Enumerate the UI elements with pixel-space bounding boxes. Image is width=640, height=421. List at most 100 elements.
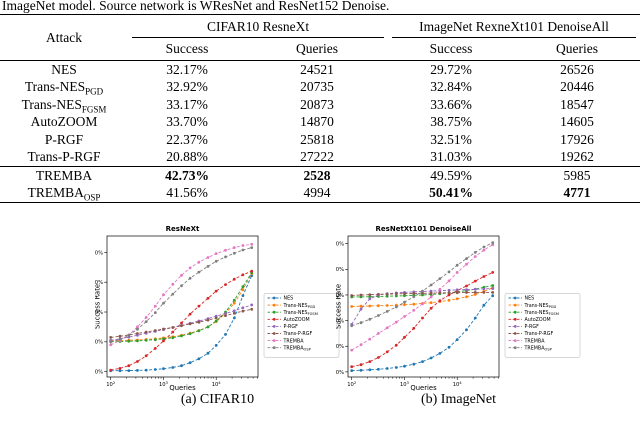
series-trans-p-rgf [109,307,254,339]
svg-text:102: 102 [106,380,116,388]
group-header-cifar10-label: CIFAR10 ResneXt [206,18,310,34]
value-cell: 33.17% [166,96,208,112]
svg-text:103: 103 [400,380,410,388]
chart-title: ResNetXt101 DenoiseAll [376,225,472,233]
svg-text:40%: 40% [95,250,103,256]
y-axis-label: Success Rate [95,284,102,329]
value-cell: 42.73% [128,166,246,185]
value-cell: 32.17% [166,61,208,77]
series-trans-p-rgf [350,291,495,297]
legend-label: AutoZOOM [284,317,310,323]
legend-label: AutoZOOM [525,317,551,323]
x-axis-label: Queries [169,384,196,392]
legend-label: Trans-P-RGF [524,331,554,337]
value-cell: 50.41% [429,185,473,201]
value-cell: 32.84% [430,79,472,95]
value-cell: 33.70% [166,114,208,130]
legend-label: TREMBA [283,338,305,344]
col-header-queries-cifar10: Queries [246,38,389,61]
svg-text:20%: 20% [95,310,103,316]
attack-cell: TREMBA [0,166,128,185]
value-cell: 14605 [560,114,594,130]
value-cell: 33.66% [430,96,472,112]
y-axis-label: Success Rate [336,284,343,329]
sub-header-row: Success Queries Success Queries [0,38,640,61]
col-header-queries-imagenet: Queries [514,38,640,61]
legend-label: P-RGF [525,324,540,330]
attack-cell: TREMBAOSP [27,185,101,203]
value-cell: 26526 [560,61,594,77]
svg-text:30%: 30% [336,293,344,299]
svg-text:104: 104 [453,380,463,388]
value-cell: 32.92% [166,79,208,95]
series-autozoom [109,269,254,372]
table-row: Trans-NESPGD 32.92% 20735 32.84% 20446 [0,79,640,96]
figure-imagenet: 0% 10% 20% 30% 40% 50% 102 103 104 ResNetXt101 De… [332,222,581,394]
axes: 0% 10% 20% 30% 40% 102 103 104 [91,235,259,388]
legend-label: Trans-P-RGF [283,331,313,337]
series-trembaosp [350,241,495,328]
value-cell: 27222 [300,149,334,165]
value-cell: 19262 [560,149,594,165]
table-row: TREMBAOSP 41.56% 4994 50.41% 4771 [0,185,640,203]
svg-text:20%: 20% [336,319,344,325]
group-header-cifar10: CIFAR10 ResneXt [128,15,388,38]
table-row: Trans-NESFGSM 33.17% 20873 33.66% 18547 [0,96,640,114]
col-header-success-imagenet: Success [388,38,515,61]
axes: 0% 10% 20% 30% 40% 50% 102 103 104 [332,235,500,388]
svg-text:0%: 0% [336,370,344,376]
legend-label: NES [525,296,535,302]
svg-text:102: 102 [347,380,357,388]
value-cell: 49.59% [388,166,515,185]
legend-label: P-RGF [284,324,299,330]
figure-cifar10: 0% 10% 20% 30% 40% 102 103 104 ResNeXt Queries Suc… [91,222,340,394]
group-header-row: Attack CIFAR10 ResneXt ImageNet RexneXt1… [0,14,640,61]
svg-text:30%: 30% [95,280,103,286]
results-table: Attack CIFAR10 ResneXt ImageNet RexneXt1… [0,14,640,203]
table-row: TREMBA 42.73% 2528 49.59% 5985 [0,166,640,185]
value-cell: 25818 [300,131,334,147]
attack-cell: Trans-NESFGSM [21,96,107,115]
legend: NESTrans-NESPGDTrans-NESFGSMAutoZOOMP-RG… [504,293,581,358]
legend: NESTrans-NESPGDTrans-NESFGSMAutoZOOMP-RG… [263,293,340,358]
value-cell: 24521 [300,61,334,77]
value-cell: 20735 [300,79,334,95]
legend-label: TREMBAOSP [283,345,312,351]
x-axis-label: Queries [410,384,437,392]
table-caption-line: ImageNet model. Source network is WResNe… [2,0,390,13]
figure-caption-b: (b) ImageNet [420,392,497,407]
imagenet-chart: 0% 10% 20% 30% 40% 50% 102 103 104 ResNetXt101 De… [332,225,581,392]
attack-cell: P-RGF [44,131,84,147]
value-cell: 20.88% [166,149,208,165]
series-autozoom [350,271,495,369]
value-cell: 20446 [560,79,594,95]
legend-label: Trans-NESPGD [524,303,557,309]
value-cell: 4994 [303,185,331,201]
cifar10-midrule [132,37,385,38]
svg-text:103: 103 [159,380,169,388]
svg-text:10%: 10% [336,344,344,350]
value-cell: 38.75% [430,114,472,130]
value-cell: 32.51% [430,131,472,147]
figure-caption-a: (a) CIFAR10 [180,392,255,407]
legend-label: TREMBAOSP [524,345,553,351]
value-cell: 17926 [560,131,594,147]
series-trans-nesfgsm [109,271,254,344]
series-tremba [350,243,495,352]
value-cell: 18547 [560,96,594,112]
legend-label: TREMBA [524,338,546,344]
value-cell: 2528 [246,166,389,185]
value-cell: 4771 [563,185,591,201]
svg-text:40%: 40% [336,267,344,273]
svg-text:0%: 0% [95,370,103,376]
value-cell: 20873 [300,96,334,112]
col-header-success-cifar10: Success [128,38,246,61]
legend-label: Trans-NESFGSM [524,310,559,316]
group-header-imagenet-label: ImageNet RexneXt101 DenoiseAll [419,18,609,34]
value-cell: 31.03% [430,149,472,165]
attack-cell: AutoZOOM [30,114,98,130]
value-cell: 5985 [514,166,640,185]
col-header-attack: Attack [0,14,128,61]
value-cell: 22.37% [166,131,208,147]
